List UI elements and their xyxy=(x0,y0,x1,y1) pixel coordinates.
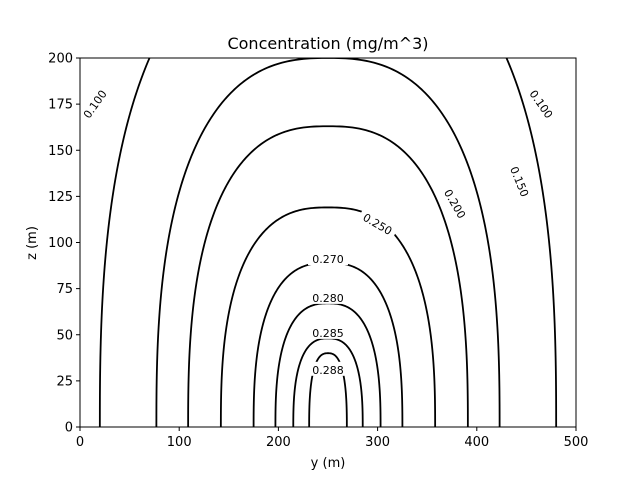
y-tick-label: 50 xyxy=(56,328,73,343)
x-tick-label: 500 xyxy=(564,435,589,450)
x-tick-label: 200 xyxy=(266,435,291,450)
contour-label-0.280-0: 0.280 xyxy=(308,289,348,305)
contour-label-0.270-0: 0.270 xyxy=(308,251,348,266)
svg-text:0.280: 0.280 xyxy=(312,292,344,305)
x-tick-label: 100 xyxy=(167,435,192,450)
contour-line-0.150 xyxy=(155,58,501,427)
y-tick-label: 25 xyxy=(56,374,73,389)
x-tick-label: 300 xyxy=(365,435,390,450)
contour-label-0.288-0: 0.288 xyxy=(308,361,348,377)
svg-text:0.288: 0.288 xyxy=(312,364,344,377)
contour-line-0.100 xyxy=(98,58,558,427)
x-tick-label: 400 xyxy=(464,435,489,450)
y-tick-label: 75 xyxy=(56,282,73,297)
contour-label-0.250-0: 0.250 xyxy=(357,207,399,240)
y-axis-ticks: 0 25 50 75 100 125 150 175 200 xyxy=(48,52,80,436)
svg-text:0.270: 0.270 xyxy=(312,253,344,266)
contour-line-0.288 xyxy=(308,352,348,427)
contour-line-0.250 xyxy=(219,206,437,427)
y-tick-label: 150 xyxy=(48,144,73,159)
contour-label-0.100-0: 0.100 xyxy=(76,83,112,124)
y-tick-label: 200 xyxy=(48,52,73,67)
contour-lines xyxy=(98,58,558,427)
y-axis-label: z (m) xyxy=(25,226,40,260)
x-tick-label: 0 xyxy=(76,435,84,450)
y-tick-label: 125 xyxy=(48,190,73,205)
x-axis-ticks: 0 100 200 300 400 500 xyxy=(76,427,589,450)
y-tick-label: 100 xyxy=(48,236,73,251)
svg-text:0.285: 0.285 xyxy=(312,327,344,340)
y-tick-label: 0 xyxy=(65,421,73,436)
x-axis-label: y (m) xyxy=(311,456,346,471)
contour-line-0.285 xyxy=(292,337,364,427)
y-tick-label: 175 xyxy=(48,98,73,113)
contour-line-0.200 xyxy=(187,125,469,427)
chart-title: Concentration (mg/m^3) xyxy=(227,34,428,53)
contour-label-0.285-0: 0.285 xyxy=(308,324,348,340)
contour-label-0.150-0: 0.150 xyxy=(506,160,535,203)
contour-label-0.100-1: 0.100 xyxy=(524,83,560,124)
